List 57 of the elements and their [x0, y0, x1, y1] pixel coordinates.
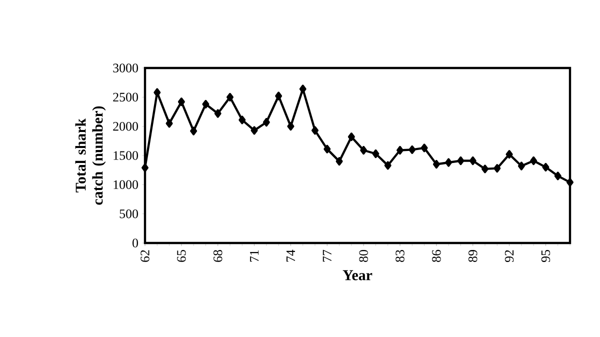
y-tick-label: 0 — [132, 238, 138, 248]
point — [336, 157, 343, 166]
point — [299, 84, 306, 94]
point — [324, 144, 331, 154]
point — [396, 146, 404, 155]
point — [312, 126, 318, 135]
point — [154, 88, 161, 97]
x-axis-title: Year — [342, 270, 372, 280]
point — [190, 126, 198, 136]
y-tick-label: 1500 — [114, 151, 138, 160]
point — [494, 164, 501, 173]
x-tick-label: 92 — [504, 250, 514, 262]
x-tick-label: 83 — [396, 250, 404, 262]
point — [530, 156, 538, 166]
point — [262, 118, 270, 127]
point — [457, 156, 464, 166]
x-tick-label: 65 — [177, 250, 186, 262]
x-tick-label: 80 — [359, 250, 368, 262]
point — [275, 92, 282, 100]
y-tick-label: 500 — [120, 209, 138, 218]
x-tick-label: 62 — [140, 250, 150, 262]
y-axis-title: Total shark catch (number) — [75, 106, 106, 205]
point — [202, 100, 210, 108]
point — [445, 158, 452, 167]
x-tick-label: 89 — [468, 250, 478, 262]
point — [432, 160, 440, 169]
x-tick-label: 71 — [250, 250, 259, 262]
point — [518, 162, 525, 170]
point — [384, 161, 392, 170]
x-tick-label: 95 — [541, 250, 550, 262]
x-tick-label: 68 — [214, 250, 222, 262]
x-tick-label: 74 — [286, 250, 295, 262]
point — [287, 122, 294, 131]
y-tick-label: 1000 — [114, 180, 138, 190]
point — [420, 144, 428, 152]
point — [482, 164, 488, 174]
point — [142, 163, 148, 172]
point — [226, 92, 234, 102]
point — [506, 150, 513, 159]
point — [408, 145, 416, 154]
point — [238, 116, 246, 124]
point — [372, 149, 380, 158]
point — [214, 109, 222, 118]
point — [348, 132, 355, 142]
y-tick-label: 3000 — [113, 64, 138, 72]
point — [469, 156, 476, 166]
point — [250, 126, 258, 135]
x-tick-label: 86 — [432, 250, 441, 262]
point — [360, 146, 368, 155]
x-tick-label: 77 — [322, 250, 332, 262]
point — [566, 178, 574, 187]
y-tick-label: 2000 — [113, 122, 138, 131]
point — [542, 162, 550, 172]
point — [178, 98, 185, 106]
y-tick-label: 2500 — [113, 92, 138, 102]
point — [166, 119, 173, 128]
point — [554, 172, 562, 180]
